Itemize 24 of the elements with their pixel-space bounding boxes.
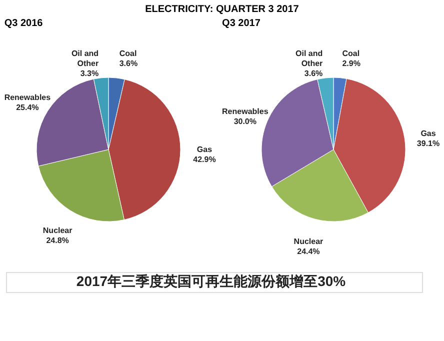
data-label: 2.9% [342, 58, 360, 68]
chart-title: Q3 2016 [4, 18, 44, 29]
slice-label: Renewables [4, 93, 52, 102]
slice-label: Gas [420, 129, 436, 138]
data-label: 30.0% [234, 116, 256, 126]
data-label: 42.9% [193, 154, 216, 164]
data-label: 3.6% [119, 59, 138, 68]
slice-label: Gas [196, 144, 213, 154]
data-label: 24.8% [46, 236, 69, 245]
text: ELECTRICITY: QUARTER 3 2017 [145, 4, 300, 15]
data-label: 3.3% [80, 69, 99, 78]
slice-label: Oil and Other [71, 49, 99, 68]
slice-label: Coal [342, 48, 360, 58]
data-label: 3.6% [304, 69, 323, 78]
data-label: 39.1% [416, 139, 440, 148]
slice-label: Coal [119, 49, 137, 58]
text: 2017年三季度英国可再生能源份额增至30% [76, 273, 346, 289]
slice-label: Nuclear [294, 237, 324, 246]
data-label: 25.4% [16, 103, 39, 112]
slice-label: Oil and Other [296, 49, 323, 68]
chart-title: Q3 2017 [222, 18, 261, 29]
slice-label: Nuclear [42, 226, 72, 235]
slice-label: Renewables [222, 106, 269, 116]
data-label: 24.4% [297, 247, 320, 256]
